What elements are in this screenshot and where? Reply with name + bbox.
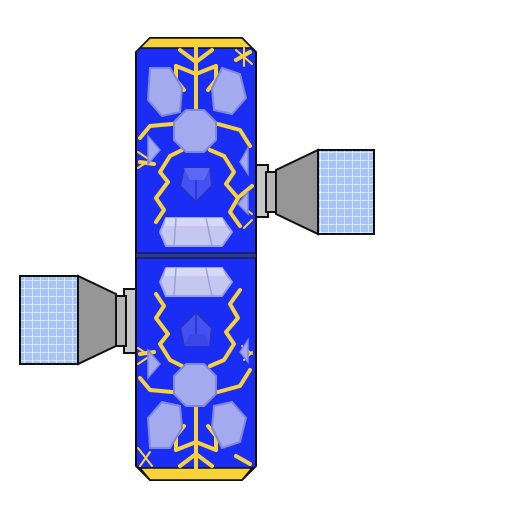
right-solar-arm xyxy=(253,148,375,236)
top-right-triangle xyxy=(239,145,249,177)
top-right-small-triangle xyxy=(236,189,249,216)
bottom-left-crystal xyxy=(146,400,184,449)
bottom-core-gem xyxy=(178,310,214,347)
left-collar xyxy=(115,295,127,347)
hull-divider xyxy=(135,252,257,259)
left-solar-arm xyxy=(19,274,139,366)
bottom-end-cap xyxy=(138,467,254,481)
bottom-octagon-node xyxy=(173,363,217,407)
bottom-crystal-bar xyxy=(158,267,234,297)
top-left-crystal xyxy=(146,67,184,118)
top-octagon-node xyxy=(173,109,217,153)
bottom-circuit-traces xyxy=(138,288,252,470)
top-end-cap xyxy=(138,37,254,49)
top-module xyxy=(137,46,254,247)
bottom-left-triangle xyxy=(147,347,161,381)
right-nozzle xyxy=(275,148,319,236)
top-left-triangle xyxy=(147,133,161,167)
top-circuit-traces xyxy=(138,46,254,228)
bottom-right-triangle xyxy=(239,337,249,365)
left-nozzle xyxy=(77,274,117,366)
right-collar xyxy=(265,171,277,213)
left-solar-panel xyxy=(19,275,79,365)
station-hull xyxy=(135,37,257,481)
top-right-crystal xyxy=(210,66,248,116)
top-core-gem xyxy=(178,167,214,204)
top-crystal-bar xyxy=(158,217,234,247)
right-solar-panel xyxy=(317,149,375,235)
bottom-module xyxy=(137,267,253,470)
bottom-right-crystal xyxy=(210,400,248,450)
